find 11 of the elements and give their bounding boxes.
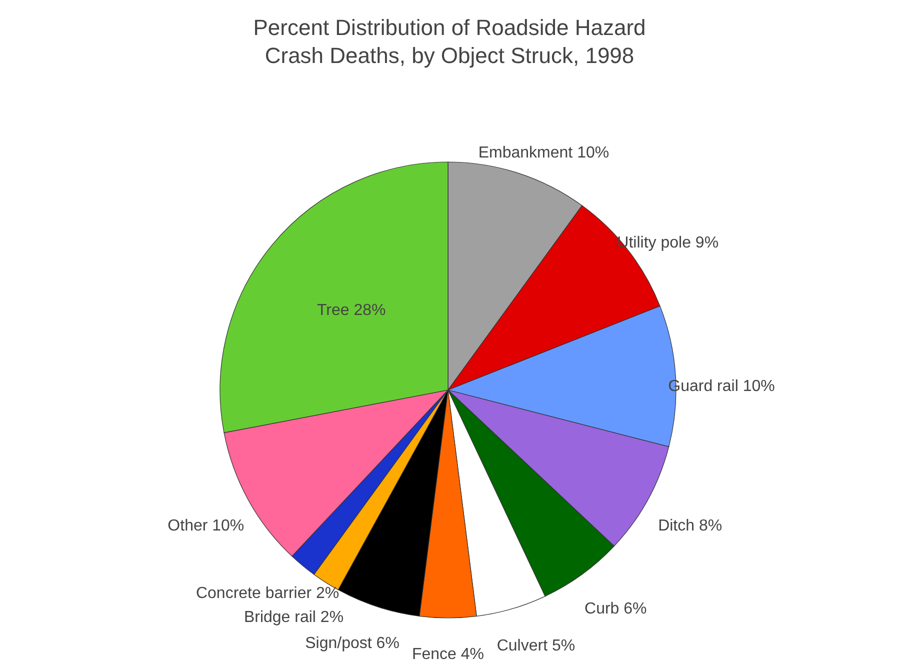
slice-label: Fence 4% xyxy=(412,646,484,663)
slice-label: Tree 28% xyxy=(316,302,386,320)
slice-label: Ditch 8% xyxy=(658,518,722,535)
slice-label: Curb 6% xyxy=(584,600,647,618)
slice-label: Concrete barrier 2% xyxy=(196,585,340,602)
chart-title: Percent Distribution of Roadside Hazard Crash Deaths, by Object Struck, 1998 xyxy=(253,15,646,68)
slice-label: Embankment 10% xyxy=(478,144,610,162)
slice-label: Culvert 5% xyxy=(496,637,576,654)
slice-label: Bridge rail 2% xyxy=(244,609,344,626)
slice-label: Sign/post 6% xyxy=(305,635,400,652)
slice-label: Other 10% xyxy=(168,518,244,535)
